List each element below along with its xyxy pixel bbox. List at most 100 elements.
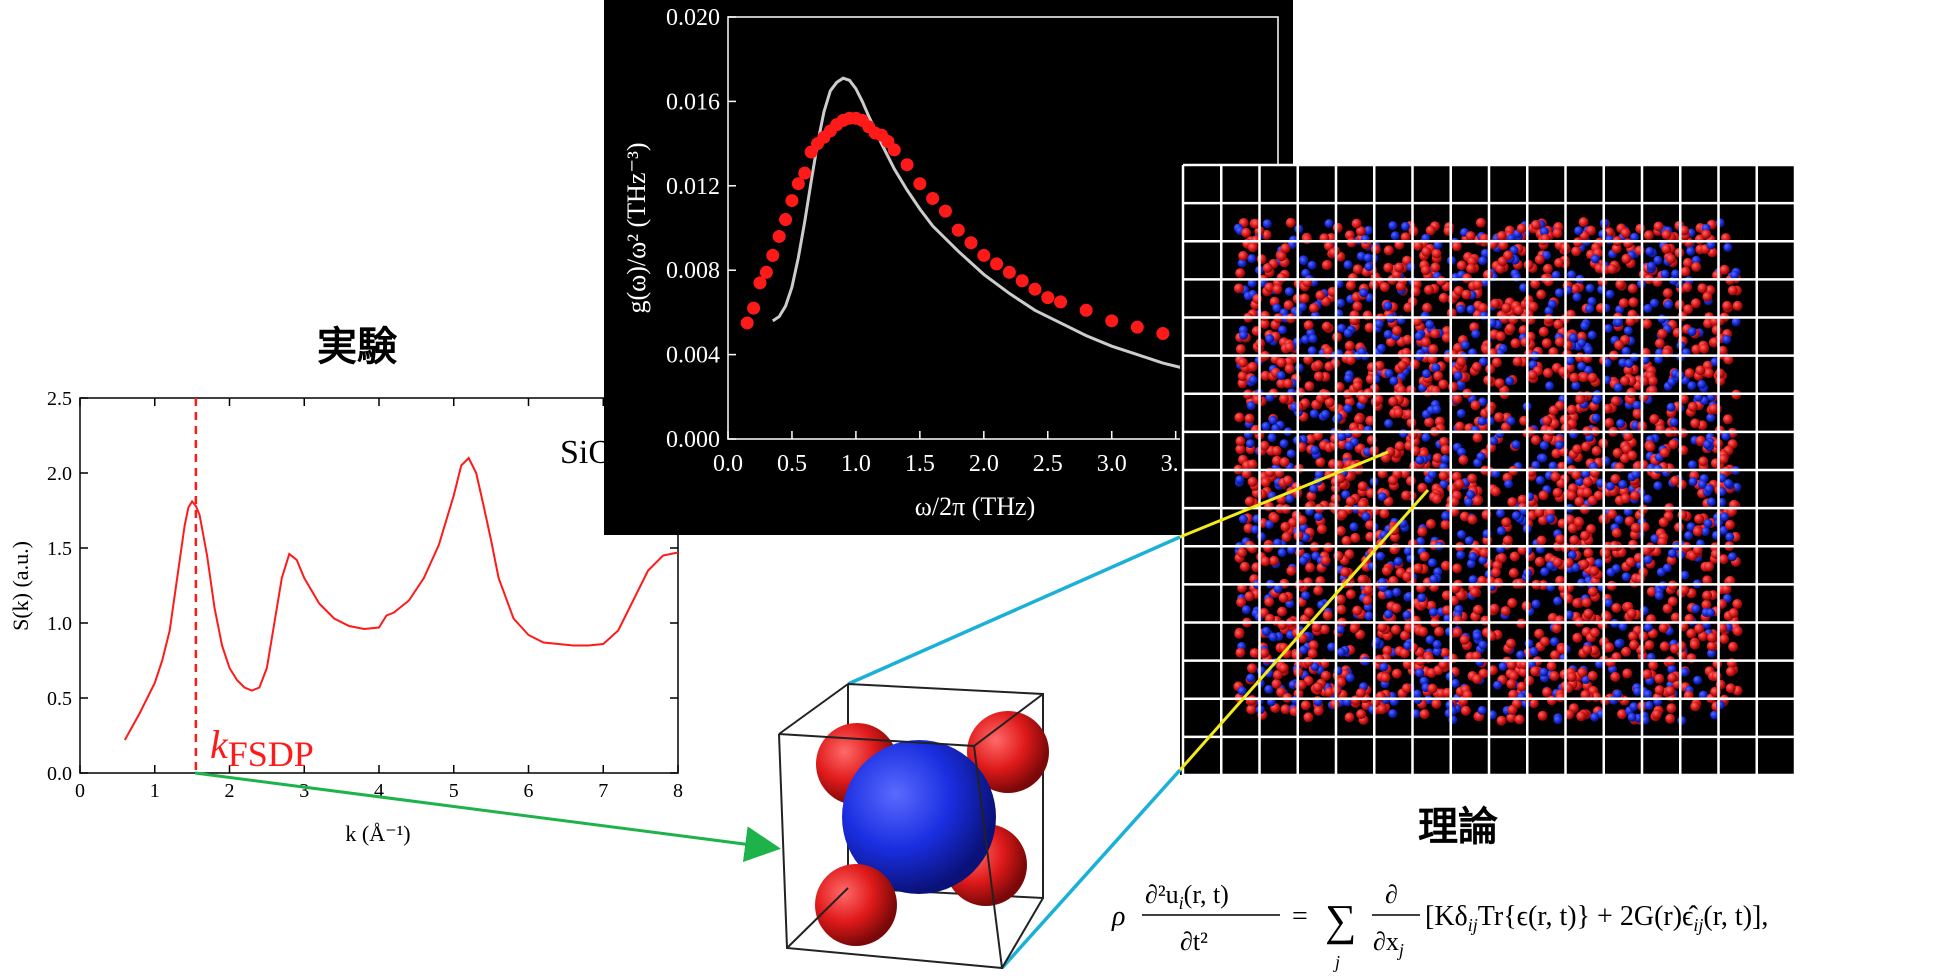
oxygen-atom xyxy=(1635,573,1646,584)
silicon-atom xyxy=(1702,440,1712,449)
oxygen-atom xyxy=(1507,704,1518,715)
oxygen-atom xyxy=(1554,615,1565,626)
oxygen-atom xyxy=(1665,685,1676,696)
oxygen-atom xyxy=(1587,586,1598,597)
oxygen-atom xyxy=(1552,487,1563,498)
oxygen-atom xyxy=(1610,396,1621,407)
silicon-atom xyxy=(1356,251,1366,261)
oxygen-atom xyxy=(1604,417,1615,428)
oxygen-atom xyxy=(1313,430,1323,441)
silicon-atom xyxy=(1591,413,1601,423)
silicon-atom xyxy=(1629,702,1639,712)
oxygen-atom xyxy=(1283,378,1294,389)
oxygen-atom xyxy=(1628,297,1639,308)
silicon-atom xyxy=(1276,370,1286,380)
oxygen-atom xyxy=(1244,496,1255,507)
silicon-atom xyxy=(1710,710,1720,720)
oxygen-atom xyxy=(1344,712,1355,723)
oxygen-atom xyxy=(1264,282,1275,293)
oxygen-atom xyxy=(1537,710,1548,721)
silicon-atom xyxy=(1425,320,1435,329)
silicon-atom xyxy=(1643,689,1653,699)
silicon-atom xyxy=(1238,514,1248,524)
silicon-atom xyxy=(1324,219,1334,228)
oxygen-atom xyxy=(1698,456,1709,467)
oxygen-atom xyxy=(1651,709,1662,720)
cube-edge-2 xyxy=(973,693,1044,747)
silicon-atom xyxy=(1660,269,1670,279)
oxygen-atom xyxy=(1344,340,1355,351)
sk-y-tick-label: 0.5 xyxy=(47,688,72,710)
silicon-atom xyxy=(1496,526,1506,536)
silicon-atom xyxy=(1466,559,1476,569)
oxygen-atom xyxy=(1335,526,1346,536)
silicon-atom xyxy=(1309,409,1319,419)
dos-data-point xyxy=(740,316,754,330)
silicon-atom xyxy=(1456,408,1466,418)
oxygen-atom xyxy=(1725,519,1735,530)
eq-rhs-3: (r, t)], xyxy=(1703,901,1768,932)
oxygen-atom xyxy=(1571,469,1582,480)
oxygen-atom xyxy=(1249,648,1260,659)
oxygen-atom xyxy=(1238,357,1248,368)
oxygen-atom xyxy=(1278,663,1289,674)
oxygen-atom xyxy=(1271,445,1282,456)
silicon-atom xyxy=(1310,662,1320,672)
oxygen-atom-top-right xyxy=(967,711,1049,793)
oxygen-atom xyxy=(1352,301,1363,312)
oxygen-atom xyxy=(1556,644,1567,655)
oxygen-atom xyxy=(1702,590,1713,601)
sk-x-tick-label: 8 xyxy=(673,780,683,802)
silicon-atom xyxy=(1643,622,1653,632)
silicon-atom xyxy=(1416,536,1425,546)
oxygen-atom xyxy=(1621,253,1632,264)
oxygen-atom xyxy=(1252,293,1263,304)
silicon-atom xyxy=(1691,604,1701,614)
silicon-atom xyxy=(1540,567,1550,577)
silicon-atom xyxy=(1335,624,1345,634)
silicon-atom xyxy=(1614,515,1624,525)
oxygen-atom xyxy=(1441,332,1452,343)
silicon-atom xyxy=(1417,593,1427,603)
silicon-atom xyxy=(1383,329,1393,339)
oxygen-atom xyxy=(1362,310,1373,321)
silicon-atom xyxy=(1271,423,1281,433)
oxygen-atom xyxy=(1363,585,1374,595)
oxygen-atom xyxy=(1397,360,1408,371)
silicon-atom xyxy=(1389,376,1399,386)
oxygen-atom xyxy=(1401,683,1412,694)
oxygen-atom xyxy=(1658,517,1669,528)
oxygen-atom xyxy=(1244,413,1255,424)
silicon-atom xyxy=(1613,383,1623,392)
silicon-atom xyxy=(1261,421,1271,431)
sk-y-tick-label: 2.0 xyxy=(47,463,72,485)
silicon-atom xyxy=(1376,343,1386,353)
reduced-dos-chart: 0.00.51.01.52.02.53.03.54.00.0000.0040.0… xyxy=(604,0,1293,535)
oxygen-atom xyxy=(1313,705,1324,716)
oxygen-atom xyxy=(1612,448,1623,458)
md-grid xyxy=(1181,163,1797,777)
oxygen-atom xyxy=(1647,376,1658,387)
silicon-atom xyxy=(1512,273,1522,282)
oxygen-atom xyxy=(1623,365,1634,376)
oxygen-atom xyxy=(1582,487,1593,498)
oxygen-atom xyxy=(1489,603,1500,614)
silicon-atom xyxy=(1310,445,1320,455)
structure-factor-chart: 実験 0 1 2 3 4 5 6 7 80.00.51.01.52.02.5 kFSDP SiO… xyxy=(8,324,683,846)
oxygen-atom xyxy=(1576,711,1587,722)
silicon-atom xyxy=(1250,525,1260,535)
silicon-atom xyxy=(1614,317,1623,327)
oxygen-atom xyxy=(1571,246,1582,257)
oxygen-atom xyxy=(1503,250,1514,261)
silicon-atom xyxy=(1337,323,1347,333)
oxygen-atom xyxy=(1648,660,1659,671)
oxygen-atom xyxy=(1283,300,1294,311)
silicon-atom xyxy=(1706,497,1716,507)
oxygen-atom xyxy=(1452,393,1463,404)
oxygen-atom xyxy=(1341,535,1352,546)
oxygen-atom xyxy=(1279,393,1289,404)
silicon-atom xyxy=(1412,689,1422,699)
cyan-connector-bottom xyxy=(1000,768,1182,970)
oxygen-atom xyxy=(1320,555,1331,566)
oxygen-atom xyxy=(1307,648,1318,659)
